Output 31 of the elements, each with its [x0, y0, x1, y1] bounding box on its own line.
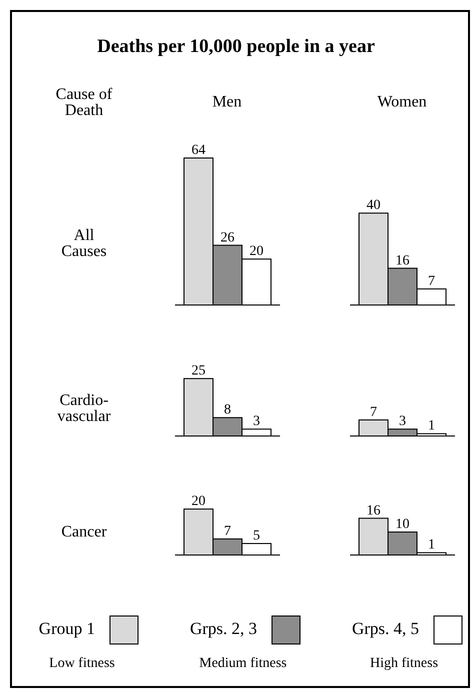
data-label: 25 — [192, 364, 206, 379]
y-axis-title: Cancer — [61, 523, 108, 540]
data-label: 16 — [366, 503, 380, 518]
data-label: 64 — [192, 143, 206, 158]
y-axis-title: Cardio-vascular — [57, 392, 112, 425]
data-label: 3 — [399, 414, 406, 430]
text: High fitness — [370, 656, 438, 672]
data-label: 1 — [428, 418, 435, 434]
data-label: 10 — [396, 517, 410, 532]
data-label: 26 — [220, 230, 234, 246]
legend-label: Group 1 — [38, 618, 95, 638]
chart-title: Men — [212, 94, 242, 111]
data-label: 20 — [250, 244, 264, 260]
data-label: 7 — [428, 274, 435, 289]
legend-label: Grps. 4, 5 — [352, 618, 419, 638]
data-label: 20 — [192, 494, 206, 510]
legend-label: Grps. 2, 3 — [190, 618, 257, 638]
data-label: 1 — [428, 538, 435, 553]
data-label: 16 — [396, 253, 410, 268]
data-label: 7 — [224, 524, 231, 539]
data-label: 8 — [224, 402, 231, 418]
chart-title: Women — [377, 94, 427, 111]
data-label: 7 — [370, 404, 377, 420]
data-label: 5 — [253, 528, 260, 544]
data-label: 3 — [253, 414, 260, 430]
text: Cause of Death — [56, 86, 113, 119]
data-label: 40 — [366, 198, 380, 214]
text: Deaths per 10,000 people in a year — [97, 36, 376, 57]
text: Low fitness — [49, 656, 115, 672]
y-axis-title: All Causes — [61, 226, 107, 260]
text: Medium fitness — [199, 656, 287, 672]
